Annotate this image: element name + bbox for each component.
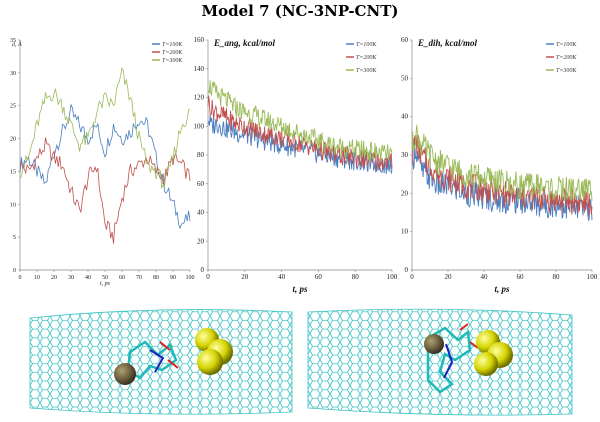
y-tick-label: 60 xyxy=(197,180,205,188)
y-tick-label: 35 xyxy=(10,38,16,44)
x-tick-label: 30 xyxy=(68,275,74,281)
series-line-T=100K xyxy=(19,103,191,230)
nanotube-right xyxy=(307,308,573,416)
y-axis-label: E_ang, kcal/mol xyxy=(213,38,276,48)
molecule-right xyxy=(426,323,479,394)
nanoparticle-right-3 xyxy=(474,352,498,376)
x-tick-label: 100 xyxy=(186,275,195,281)
y-tick-label: 5 xyxy=(13,235,16,241)
y-tick-label: 25 xyxy=(10,104,16,110)
y-tick-label: 0 xyxy=(405,266,409,274)
x-tick-label: 60 xyxy=(517,273,525,281)
y-axis-label: E_dih, kcal/mol xyxy=(417,38,478,48)
y-tick-label: 30 xyxy=(10,71,16,77)
x-tick-label: 60 xyxy=(119,275,125,281)
legend-label: T=100K xyxy=(162,42,183,48)
y-tick-label: 0 xyxy=(201,266,205,274)
x-tick-label: 0 xyxy=(410,273,414,281)
y-tick-label: 40 xyxy=(197,209,205,217)
x-tick-label: 80 xyxy=(553,273,561,281)
legend-label: T=200K xyxy=(556,55,577,61)
x-tick-label: 100 xyxy=(387,273,398,281)
x-tick-label: 40 xyxy=(481,273,489,281)
legend-label: T=200K xyxy=(162,50,183,56)
series-line-T=200K xyxy=(19,137,191,244)
x-axis-label: t, ps xyxy=(494,284,510,294)
x-tick-label: 0 xyxy=(206,273,210,281)
x-tick-label: 20 xyxy=(445,273,453,281)
y-axis-label: d, Å xyxy=(12,40,22,48)
x-tick-label: 20 xyxy=(241,273,249,281)
figure-title: Model 7 (NC-3NP-CNT) xyxy=(201,2,399,20)
y-tick-label: 40 xyxy=(401,113,409,121)
legend-label: T=100K xyxy=(556,42,577,48)
x-tick-label: 80 xyxy=(153,275,159,281)
y-tick-label: 140 xyxy=(194,65,205,73)
x-tick-label: 70 xyxy=(136,275,142,281)
series-line-T=100K xyxy=(411,142,593,221)
y-tick-label: 160 xyxy=(194,36,205,44)
legend-label: T=200K xyxy=(356,55,377,61)
chart-1: 0 5 10 15 20 25 30 35 0 10 20 30 40 50 60 70 80 90 100 d, Å… xyxy=(10,38,195,287)
legend-label: T=100K xyxy=(356,42,377,48)
chart-2: 0 20 40 60 80 100 120 140 160 0 20 40 60 80 100 E_ang, … xyxy=(194,36,398,294)
y-tick-label: 20 xyxy=(197,237,205,245)
y-tick-label: 20 xyxy=(10,137,16,143)
y-tick-label: 120 xyxy=(194,94,205,102)
series-line-T=200K xyxy=(411,134,593,217)
series-line-T=200K xyxy=(207,95,393,172)
y-tick-label: 0 xyxy=(13,268,16,274)
nanotube-left xyxy=(29,309,293,415)
series-line-T=300K xyxy=(411,124,593,202)
nanoparticle-left-3 xyxy=(197,349,223,375)
x-tick-label: 90 xyxy=(170,275,176,281)
nanoparticle-dark-right xyxy=(424,334,444,354)
x-axis-label: t, ps xyxy=(292,284,308,294)
y-tick-label: 60 xyxy=(401,36,409,44)
y-tick-label: 10 xyxy=(10,202,16,208)
series-line-T=300K xyxy=(19,67,191,190)
nanoparticle-dark-left xyxy=(114,363,136,385)
x-tick-label: 20 xyxy=(51,275,57,281)
y-tick-label: 50 xyxy=(401,74,409,82)
legend-label: T=300K xyxy=(556,68,577,74)
chart-3: 0 10 20 30 40 50 60 0 20 40 60 80 100 E_dih, kcal/mol… xyxy=(401,36,598,294)
x-tick-label: 60 xyxy=(315,273,323,281)
x-tick-label: 80 xyxy=(352,273,360,281)
series-line-T=300K xyxy=(207,80,393,162)
x-tick-label: 10 xyxy=(34,275,40,281)
x-tick-label: 100 xyxy=(587,273,598,281)
x-axis-label: t, ps xyxy=(100,281,111,287)
x-tick-label: 40 xyxy=(278,273,286,281)
y-tick-label: 80 xyxy=(197,151,205,159)
x-tick-label: 50 xyxy=(102,275,108,281)
y-tick-label: 30 xyxy=(401,151,409,159)
x-tick-label: 0 xyxy=(19,275,22,281)
y-tick-label: 20 xyxy=(401,189,409,197)
y-tick-label: 15 xyxy=(10,169,16,175)
legend-label: T=300K xyxy=(162,58,183,64)
y-tick-label: 100 xyxy=(194,122,205,130)
x-tick-label: 40 xyxy=(85,275,91,281)
legend-label: T=300K xyxy=(356,68,377,74)
y-tick-label: 10 xyxy=(401,228,409,236)
